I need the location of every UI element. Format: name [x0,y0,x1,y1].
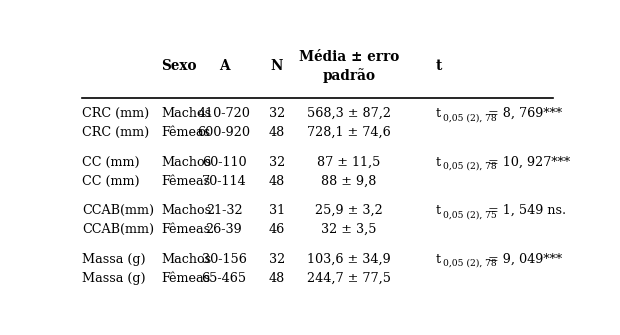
Text: 65-465: 65-465 [202,272,247,284]
Text: 21-32: 21-32 [206,204,242,217]
Text: 410-720: 410-720 [198,107,250,120]
Text: = 1, 549 ns.: = 1, 549 ns. [488,204,566,217]
Text: Machos: Machos [162,156,211,169]
Text: 48: 48 [269,272,285,284]
Text: 244,7 ± 77,5: 244,7 ± 77,5 [307,272,391,284]
Text: CCAB(mm): CCAB(mm) [82,223,154,236]
Text: Massa (g): Massa (g) [82,253,146,266]
Text: 568,3 ± 87,2: 568,3 ± 87,2 [307,107,391,120]
Text: t: t [435,107,441,120]
Text: CRC (mm): CRC (mm) [82,107,149,120]
Text: 31: 31 [269,204,285,217]
Text: Fêmeas: Fêmeas [162,175,211,188]
Text: 600-920: 600-920 [198,126,250,139]
Text: t: t [435,253,441,266]
Text: t: t [435,204,441,217]
Text: t: t [435,59,442,73]
Text: Massa (g): Massa (g) [82,272,146,284]
Text: padrão: padrão [322,68,376,83]
Text: 60-110: 60-110 [202,156,246,169]
Text: 32: 32 [269,253,285,266]
Text: = 10, 927***: = 10, 927*** [488,156,570,169]
Text: Média ± erro: Média ± erro [299,50,399,64]
Text: 25,9 ± 3,2: 25,9 ± 3,2 [315,204,383,217]
Text: Machos: Machos [162,204,211,217]
Text: A: A [219,59,229,73]
Text: 88 ± 9,8: 88 ± 9,8 [321,175,377,188]
Text: Machos: Machos [162,107,211,120]
Text: = 8, 769***: = 8, 769*** [488,107,562,120]
Text: t: t [435,156,441,169]
Text: 103,6 ± 34,9: 103,6 ± 34,9 [307,253,391,266]
Text: N: N [271,59,283,73]
Text: 0,05 (2), 78: 0,05 (2), 78 [443,162,497,171]
Text: 0,05 (2), 78: 0,05 (2), 78 [443,113,497,122]
Text: = 9, 049***: = 9, 049*** [488,253,562,266]
Text: Fêmeas: Fêmeas [162,272,211,284]
Text: CC (mm): CC (mm) [82,156,140,169]
Text: Sexo: Sexo [162,59,197,73]
Text: CCAB(mm): CCAB(mm) [82,204,154,217]
Text: 30-156: 30-156 [202,253,247,266]
Text: 0,05 (2), 75: 0,05 (2), 75 [443,210,497,219]
Text: 70-114: 70-114 [202,175,246,188]
Text: 48: 48 [269,126,285,139]
Text: 32 ± 3,5: 32 ± 3,5 [321,223,377,236]
Text: 728,1 ± 74,6: 728,1 ± 74,6 [307,126,391,139]
Text: CC (mm): CC (mm) [82,175,140,188]
Text: 32: 32 [269,156,285,169]
Text: Fêmeas: Fêmeas [162,126,211,139]
Text: 32: 32 [269,107,285,120]
Text: 87 ± 11,5: 87 ± 11,5 [317,156,381,169]
Text: 48: 48 [269,175,285,188]
Text: 0,05 (2), 78: 0,05 (2), 78 [443,259,497,268]
Text: Fêmeas: Fêmeas [162,223,211,236]
Text: Machos: Machos [162,253,211,266]
Text: CRC (mm): CRC (mm) [82,126,149,139]
Text: 26-39: 26-39 [206,223,242,236]
Text: 46: 46 [269,223,285,236]
